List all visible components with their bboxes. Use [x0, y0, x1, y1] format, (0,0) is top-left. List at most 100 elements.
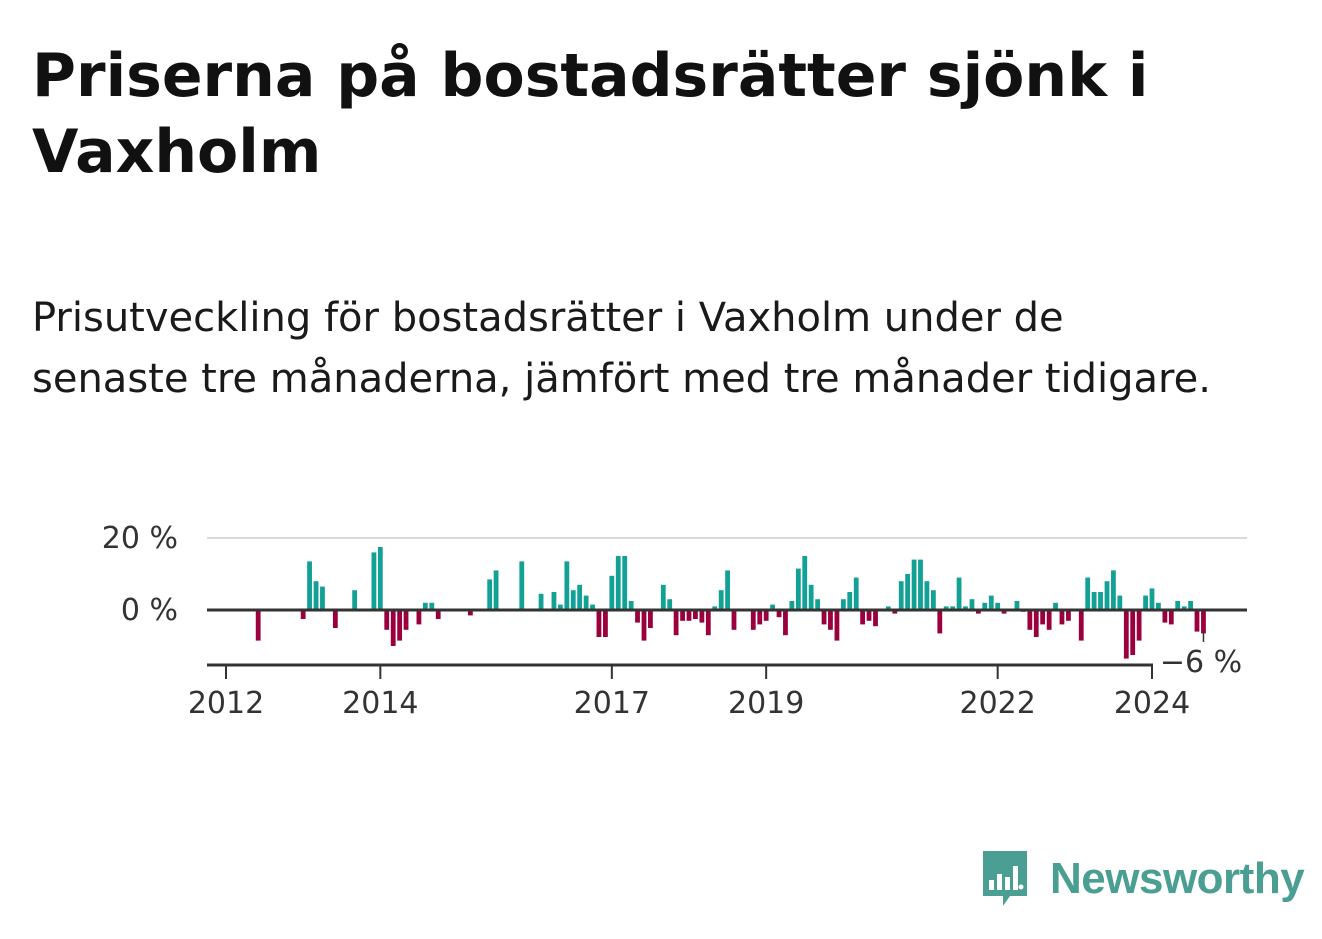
bar — [377, 547, 383, 610]
x-tick-label: 2022 — [959, 686, 1035, 721]
bar — [615, 556, 621, 610]
bar — [693, 610, 698, 619]
bar — [918, 559, 923, 610]
bar — [1123, 610, 1129, 659]
bar — [1175, 601, 1181, 610]
brand-name: Newsworthy — [1050, 854, 1305, 903]
bar — [435, 610, 441, 619]
bar — [898, 581, 904, 610]
bar — [840, 599, 846, 610]
bar — [1194, 610, 1200, 632]
bar — [429, 602, 435, 610]
bar — [930, 590, 936, 610]
bar — [577, 584, 583, 610]
bar — [519, 561, 525, 610]
bar — [1027, 610, 1033, 630]
x-tick-label: 2017 — [574, 686, 650, 721]
annotation-background — [1153, 642, 1249, 680]
bar — [763, 610, 769, 621]
bar — [551, 592, 557, 610]
bar — [866, 610, 872, 621]
bar — [1117, 595, 1123, 610]
bar — [467, 610, 473, 616]
bar — [570, 590, 576, 610]
bar — [609, 575, 615, 610]
bar — [750, 610, 756, 630]
bar — [873, 610, 878, 627]
bar — [950, 606, 956, 610]
bar — [924, 581, 930, 610]
bar — [943, 606, 949, 610]
bar — [988, 595, 994, 610]
bar — [1078, 610, 1084, 641]
bar — [770, 604, 775, 610]
bar — [1130, 610, 1136, 655]
bar — [937, 610, 943, 634]
bar — [673, 610, 679, 636]
bar — [963, 606, 968, 610]
bar — [828, 610, 833, 630]
bar — [975, 610, 981, 614]
bar — [757, 610, 763, 625]
bar — [390, 610, 396, 646]
x-tick-label: 2019 — [728, 686, 804, 721]
bar — [332, 610, 338, 628]
bar — [635, 610, 640, 623]
bar — [1014, 601, 1020, 610]
bar — [860, 610, 866, 625]
bar — [1156, 602, 1161, 610]
bar — [320, 586, 325, 610]
bar — [718, 590, 724, 610]
bar — [1181, 606, 1187, 610]
bar — [487, 579, 493, 610]
bar — [590, 604, 595, 610]
bar — [892, 610, 898, 614]
bar — [660, 584, 666, 610]
bar — [371, 552, 377, 610]
bar — [1201, 610, 1206, 634]
chart-subtitle: Prisutveckling för bostadsrätter i Vaxho… — [32, 295, 1211, 402]
bar — [1053, 602, 1058, 610]
bar — [982, 602, 988, 610]
bar — [596, 610, 602, 637]
bar — [1001, 610, 1007, 614]
bar — [680, 610, 685, 621]
bar — [686, 610, 692, 621]
bar — [603, 610, 608, 637]
x-tick-label: 2024 — [1114, 686, 1190, 721]
bar-chart: 20 % 0 % 2012 2014 2017 2019 2022 2024 −6 % — [102, 521, 1249, 721]
bar — [352, 590, 358, 610]
bar — [885, 606, 891, 610]
bar — [1188, 601, 1193, 610]
bar — [538, 593, 544, 610]
bar — [905, 574, 911, 610]
bar — [622, 556, 628, 610]
x-tick-label: 2014 — [342, 686, 418, 721]
bar — [628, 601, 634, 610]
bar — [397, 610, 403, 641]
bar — [1111, 570, 1116, 610]
bar — [667, 599, 673, 610]
bar — [307, 561, 312, 610]
bar — [1046, 610, 1052, 630]
bar — [834, 610, 840, 641]
bar — [313, 581, 319, 610]
bar — [557, 604, 563, 610]
bar — [1040, 610, 1046, 625]
bar — [995, 602, 1001, 610]
bar — [1136, 610, 1142, 641]
bar — [911, 559, 917, 610]
bar — [564, 561, 570, 610]
bar — [1162, 610, 1168, 623]
chart-title: Priserna på bostadsrätter sjönk i Vaxhol… — [32, 41, 1149, 187]
bar — [821, 610, 827, 625]
bar — [795, 568, 801, 610]
bar — [699, 610, 705, 623]
bar — [583, 595, 589, 610]
bar — [783, 610, 788, 636]
bar — [300, 610, 306, 619]
brand-logo: Newsworthy — [980, 848, 1305, 910]
bar — [789, 601, 795, 610]
newsworthy-logo-icon — [983, 851, 1027, 906]
bar — [1066, 610, 1071, 621]
